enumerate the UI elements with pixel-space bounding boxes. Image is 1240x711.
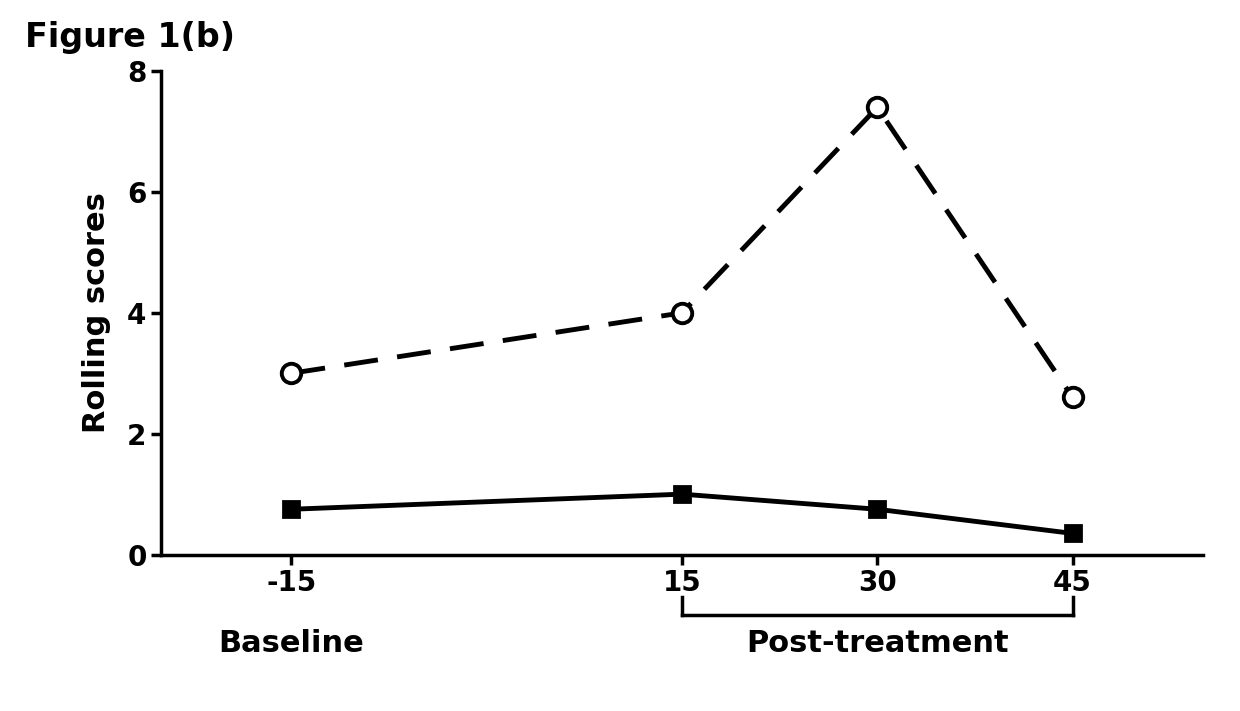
Text: Post-treatment: Post-treatment bbox=[746, 629, 1008, 658]
Text: Baseline: Baseline bbox=[218, 629, 365, 658]
Text: Figure 1(b): Figure 1(b) bbox=[25, 21, 234, 54]
Y-axis label: Rolling scores: Rolling scores bbox=[82, 193, 110, 433]
